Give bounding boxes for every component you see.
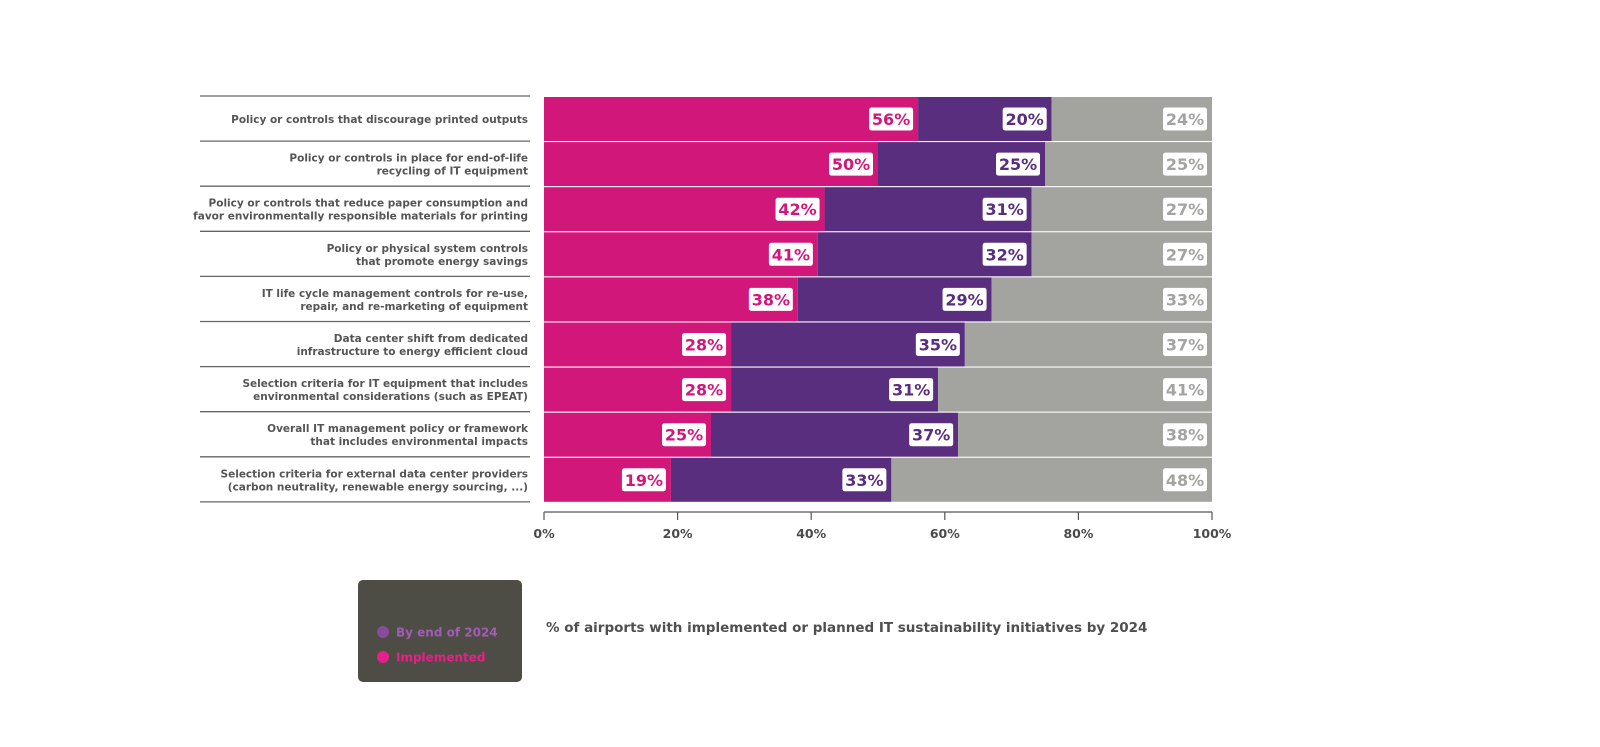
data-label: 56% (872, 110, 910, 129)
bar-row: Policy or physical system controls that p… (327, 232, 1212, 277)
bar-row: Policy or controls in place for end-of-l… (289, 142, 1212, 187)
x-tick-label: 40% (796, 526, 826, 541)
data-label: 50% (832, 155, 870, 174)
bar-row: Policy or controls that discourage print… (231, 97, 1212, 141)
category-label: IT life cycle management controls for re… (262, 288, 528, 313)
data-label-box (1163, 197, 1207, 221)
data-label: 19% (625, 471, 663, 490)
data-label-box (829, 152, 873, 176)
x-tick-label: 20% (663, 526, 693, 541)
data-label: 38% (752, 290, 790, 309)
data-label: 48% (1166, 471, 1204, 490)
bar-row: Data center shift from dedicated infrastr… (297, 322, 1212, 367)
bar-row: Overall IT management policy or framewor… (267, 412, 1212, 457)
data-label: 37% (1166, 336, 1204, 355)
bar-segment (544, 97, 919, 141)
data-label: 38% (1166, 426, 1204, 445)
data-label: 35% (919, 336, 957, 355)
data-label: 27% (1166, 245, 1204, 264)
x-axis: 0% 20% 40% 60% 80% 100% (533, 511, 1232, 541)
data-label: 37% (912, 426, 950, 445)
data-label-box (682, 378, 727, 402)
data-label-box (621, 468, 666, 492)
data-label: 25% (999, 155, 1037, 174)
data-label: 27% (1166, 200, 1204, 219)
data-label-box (842, 468, 887, 492)
data-label-box (1002, 107, 1047, 131)
x-tick-label: 80% (1063, 526, 1093, 541)
data-label: 28% (685, 336, 723, 355)
data-label-box (996, 152, 1040, 176)
legend-swatch (377, 651, 389, 663)
legend-entry-label: Implemented (396, 651, 485, 665)
data-label: 32% (985, 245, 1023, 264)
chart-caption: % of airports with implemented or planne… (546, 620, 1147, 636)
legend: By end of 2024 Implemented (358, 580, 522, 682)
data-label-box (1163, 152, 1207, 176)
data-label-box (889, 378, 934, 402)
x-tick-label: 0% (533, 526, 555, 541)
data-label-box (1163, 107, 1207, 131)
category-label: Data center shift from dedicated infrastr… (297, 333, 528, 358)
data-label-box (1163, 468, 1207, 492)
data-label: 31% (985, 200, 1023, 219)
category-label: Policy or controls in place for end-of-l… (289, 153, 528, 178)
data-label-box (942, 287, 987, 311)
bar-row: Selection criteria for IT equipment that… (242, 367, 1212, 412)
category-label: Policy or controls that discourage print… (231, 114, 528, 126)
data-label-box (775, 197, 820, 221)
x-tick-label: 100% (1193, 526, 1232, 541)
data-label-box (982, 197, 1027, 221)
data-label: 31% (892, 381, 930, 400)
x-tick-label: 60% (930, 526, 960, 541)
legend-entry-label: By end of 2024 (396, 626, 498, 640)
data-label-box (662, 423, 706, 447)
legend-swatch (377, 626, 389, 638)
data-label-box (748, 287, 793, 311)
data-label: 24% (1166, 110, 1204, 129)
data-label-box (869, 107, 914, 131)
data-label-box (768, 242, 813, 266)
category-label: Policy or physical system controls that p… (327, 243, 528, 268)
category-label: Selection criteria for external data cen… (221, 468, 528, 493)
bar-row: Selection criteria for external data cen… (221, 457, 1212, 502)
data-label: 41% (772, 245, 810, 264)
data-label-box (1163, 242, 1207, 266)
data-label-box (982, 242, 1027, 266)
data-label-box (1163, 333, 1207, 356)
data-label: 33% (845, 471, 883, 490)
data-label: 28% (685, 381, 723, 400)
bar-segment (544, 142, 878, 187)
data-label: 25% (1166, 155, 1204, 174)
data-label: 42% (778, 200, 816, 219)
category-label: Selection criteria for IT equipment that… (242, 378, 528, 403)
data-label: 41% (1166, 381, 1204, 400)
bar-row: IT life cycle management controls for re… (262, 277, 1212, 322)
bar-row: Policy or controls that reduce paper con… (193, 187, 1212, 232)
data-label-box (682, 333, 727, 356)
data-label-box (1163, 423, 1207, 447)
data-label: 29% (945, 290, 983, 309)
data-label-box (909, 423, 954, 447)
data-label: 25% (665, 426, 703, 445)
data-label-box (1163, 378, 1207, 402)
legend-box (358, 580, 522, 682)
bar-segment (891, 457, 1212, 502)
data-label: 20% (1006, 110, 1044, 129)
data-label: 33% (1166, 290, 1204, 309)
category-label: Policy or controls that reduce paper con… (193, 198, 528, 223)
category-label: Overall IT management policy or framewor… (267, 423, 529, 448)
data-label-box (1163, 287, 1207, 311)
data-label-box (915, 333, 960, 356)
chart-rows: Policy or controls that discourage print… (193, 95, 1212, 503)
